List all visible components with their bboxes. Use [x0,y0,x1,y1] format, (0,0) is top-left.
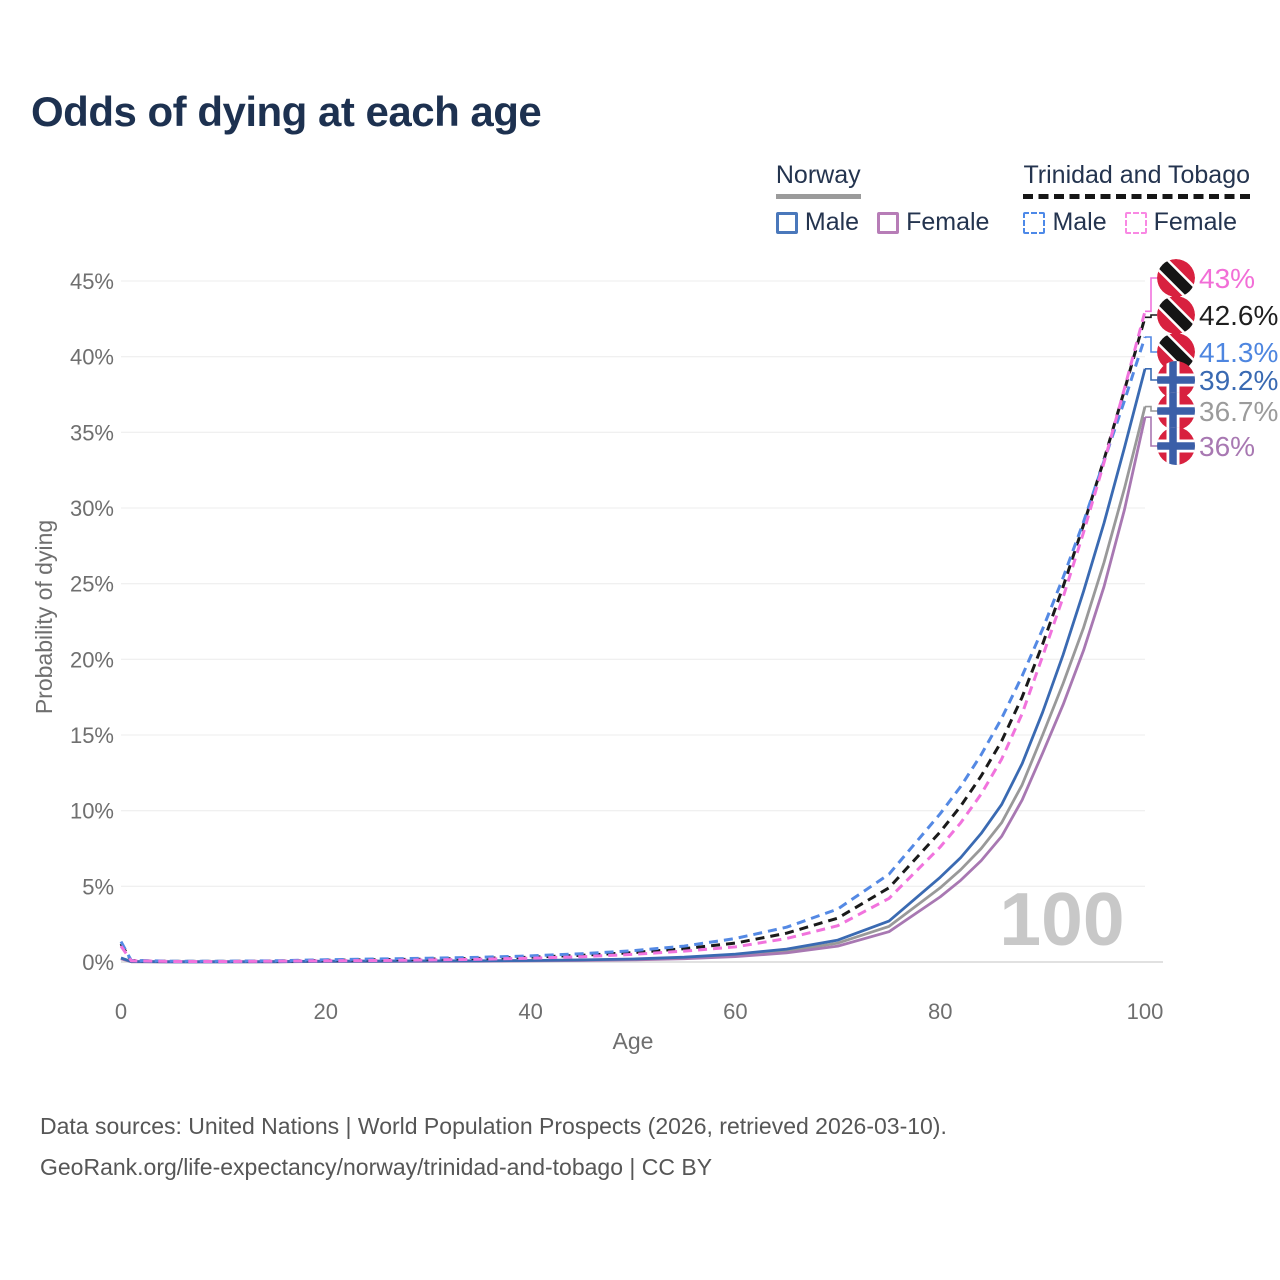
flag-icon-norway [1157,361,1195,399]
legend-item-label: Male [804,208,860,236]
x-tick-label: 40 [518,999,542,1024]
legend-item-label: Male [1052,208,1107,236]
legend-item-norway-male[interactable]: Male [775,208,860,237]
y-tick-label: 5% [82,874,114,899]
flag-icon-trinidad-and-tobago [1157,333,1195,371]
series-line-norway-male [120,368,1147,964]
y-tick-label: 15% [70,723,114,748]
flag-icon-trinidad-and-tobago [1157,296,1195,334]
x-tick-label: 80 [928,999,952,1024]
flag-icon-norway [1157,392,1195,430]
y-tick-label: 25% [70,572,114,597]
end-value-label: 36.7% [1199,396,1278,427]
y-axis-title: Probability of dying [31,520,57,714]
flag-icon-trinidad-and-tobago [1157,259,1195,297]
end-value-label: 41.3% [1199,337,1278,368]
end-value-label: 43% [1199,263,1255,294]
end-label-connector [1145,368,1157,381]
end-value-label: 36% [1199,431,1255,462]
y-tick-label: 35% [70,420,114,445]
x-tick-label: 100 [1127,999,1164,1024]
end-value-label: 39.2% [1199,365,1278,396]
legend-group-norway-title: Norway [775,161,861,199]
norway-female-swatch-icon [877,211,900,234]
series-line-trinidad-and-tobago-male [119,336,1147,963]
norway-male-swatch-icon [775,211,798,234]
y-tick-label: 40% [70,345,114,370]
series-line-norway-total [120,406,1147,964]
x-tick-label: 20 [314,999,338,1024]
legend-group-trinidad-and-tobago: Trinidad and Tobago Male Female [1023,161,1250,237]
flag-icon-norway [1157,427,1195,465]
end-label-connector [1145,314,1157,319]
end-label-connector [1145,336,1157,353]
x-tick-label: 60 [723,999,747,1024]
x-axis-title: Age [613,1028,654,1054]
y-tick-label: 45% [70,269,114,294]
end-label-connector [1145,405,1157,412]
series-line-trinidad-and-tobago-female [119,310,1147,963]
series-line-trinidad-and-tobago-total [119,316,1147,963]
age-watermark: 100 [999,877,1124,961]
legend-group-trinidad-title: Trinidad and Tobago [1023,161,1250,199]
y-tick-label: 20% [70,647,114,672]
y-tick-label: 0% [82,950,114,975]
legend-item-trinidad-female[interactable]: Female [1124,208,1237,237]
data-sources-line: Data sources: United Nations | World Pop… [40,1113,947,1139]
legend-items-norway: Male Female [775,208,989,237]
legend-item-norway-female[interactable]: Female [877,208,989,237]
end-label-connector [1145,277,1157,313]
legend-item-trinidad-male[interactable]: Male [1023,208,1107,237]
legend-item-label: Female [906,208,990,236]
page-title: Odds of dying at each age [31,88,542,135]
footer: Data sources: United Nations | World Pop… [40,1106,947,1188]
y-tick-label: 30% [70,496,114,521]
trinidad-male-swatch-icon [1023,211,1046,234]
series-line-norway-female [120,416,1147,964]
end-label-connector [1145,416,1157,447]
end-value-label: 42.6% [1199,300,1278,331]
legend-group-norway: Norway Male Female [775,161,989,237]
attribution-line: GeoRank.org/life-expectancy/norway/trini… [40,1154,713,1180]
legend-item-label: Female [1153,208,1237,236]
legend-items-trinidad: Male Female [1023,208,1237,237]
y-tick-label: 10% [70,799,114,824]
x-tick-label: 0 [115,999,127,1024]
legend: Norway Male Female Trinidad and Tobago M… [775,161,1250,237]
trinidad-female-swatch-icon [1124,211,1147,234]
